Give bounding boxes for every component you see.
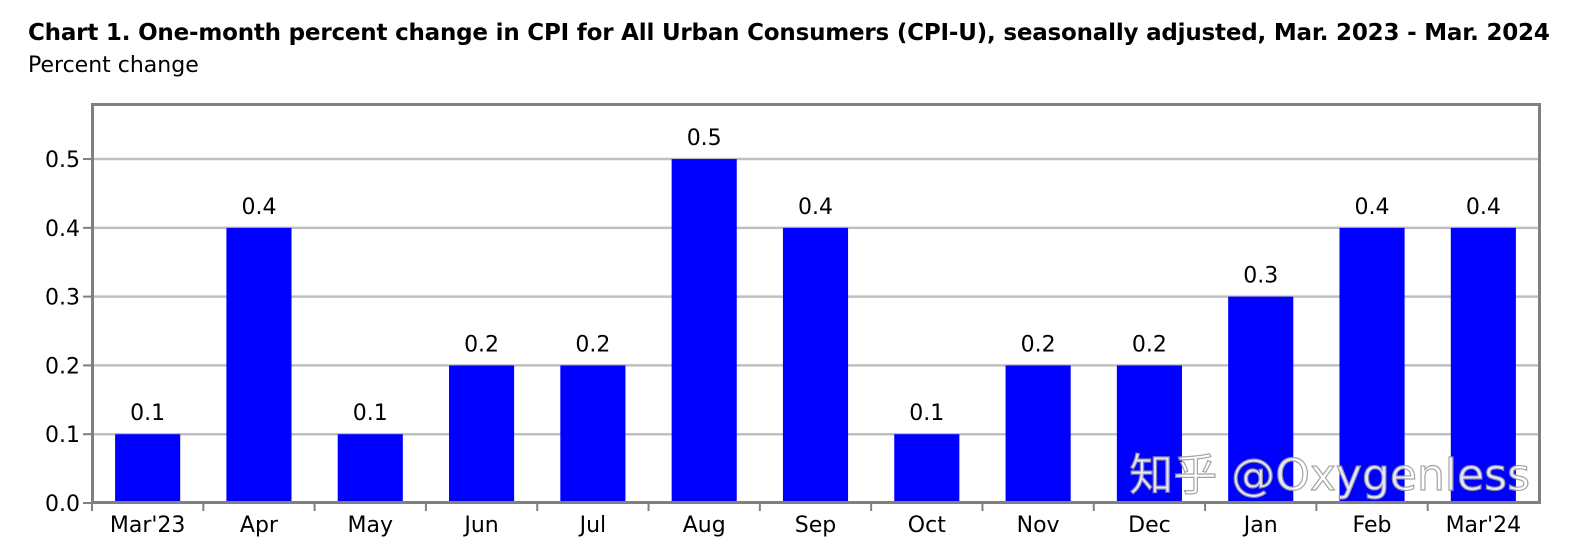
bar [226, 227, 292, 504]
x-tick-label: Dec [1128, 513, 1171, 538]
x-tick-label: Feb [1353, 513, 1392, 538]
bar [560, 365, 626, 503]
x-tick-label: Jul [578, 513, 607, 538]
bar [1339, 227, 1405, 504]
data-label: 0.5 [687, 126, 722, 151]
data-label: 0.4 [241, 195, 276, 220]
x-tick-label: Nov [1017, 513, 1060, 538]
plot-frame [91, 103, 1541, 504]
x-tick-label: Jun [462, 513, 498, 538]
x-tick-label: Mar'24 [1446, 513, 1522, 538]
x-tick-label: Oct [908, 513, 946, 538]
y-tick-label: 0.1 [45, 423, 80, 448]
y-tick-label: 0.4 [45, 217, 80, 242]
x-tick-label: May [348, 513, 393, 538]
data-label: 0.4 [1466, 195, 1501, 220]
bar [782, 227, 849, 504]
x-tick-label: Aug [683, 513, 726, 538]
data-label: 0.4 [798, 195, 833, 220]
data-label: 0.3 [1243, 264, 1278, 289]
bars [115, 159, 1516, 504]
data-label: 0.2 [1132, 332, 1167, 357]
y-tick-label: 0.3 [45, 286, 80, 311]
data-label: 0.1 [130, 401, 165, 426]
data-label: 0.2 [464, 332, 499, 357]
bar [115, 434, 181, 503]
chart-subtitle: Percent change [28, 53, 199, 78]
x-tick-label: Jan [1242, 513, 1278, 538]
y-tick-label: 0.5 [45, 148, 80, 173]
bar [1228, 296, 1294, 503]
data-label: 0.2 [1021, 332, 1056, 357]
bar [671, 159, 737, 503]
data-label: 0.2 [575, 332, 610, 357]
y-tick-label: 0.0 [45, 492, 80, 517]
bar [894, 434, 960, 503]
data-label: 0.1 [353, 401, 388, 426]
y-tick-label: 0.2 [45, 354, 80, 379]
data-label: 0.1 [909, 401, 944, 426]
bar [337, 434, 403, 503]
x-axis-tick-labels: Mar'23 Apr May Jun Jul Aug Sep Oct Nov Dec Jan Feb M… [91, 503, 1522, 538]
bar [1116, 365, 1182, 503]
bar [1450, 227, 1516, 504]
x-tick-label: Sep [795, 513, 836, 538]
watermark: 知乎 @Oxygenless [1129, 450, 1530, 501]
bar [1005, 365, 1071, 503]
chart-title: Chart 1. One-month percent change in CPI… [28, 20, 1550, 46]
bar [449, 365, 515, 503]
data-label: 0.4 [1355, 195, 1390, 220]
x-tick-label: Mar'23 [110, 513, 186, 538]
y-axis-tick-labels: 0.0 0.1 0.2 0.3 0.4 0.5 [45, 148, 92, 517]
x-tick-label: Apr [240, 513, 279, 538]
data-labels: 0.1 0.4 0.1 0.2 0.2 0.5 0.4 0.1 0.2 0.2 0.3 0.4 0.4 [130, 126, 1501, 426]
